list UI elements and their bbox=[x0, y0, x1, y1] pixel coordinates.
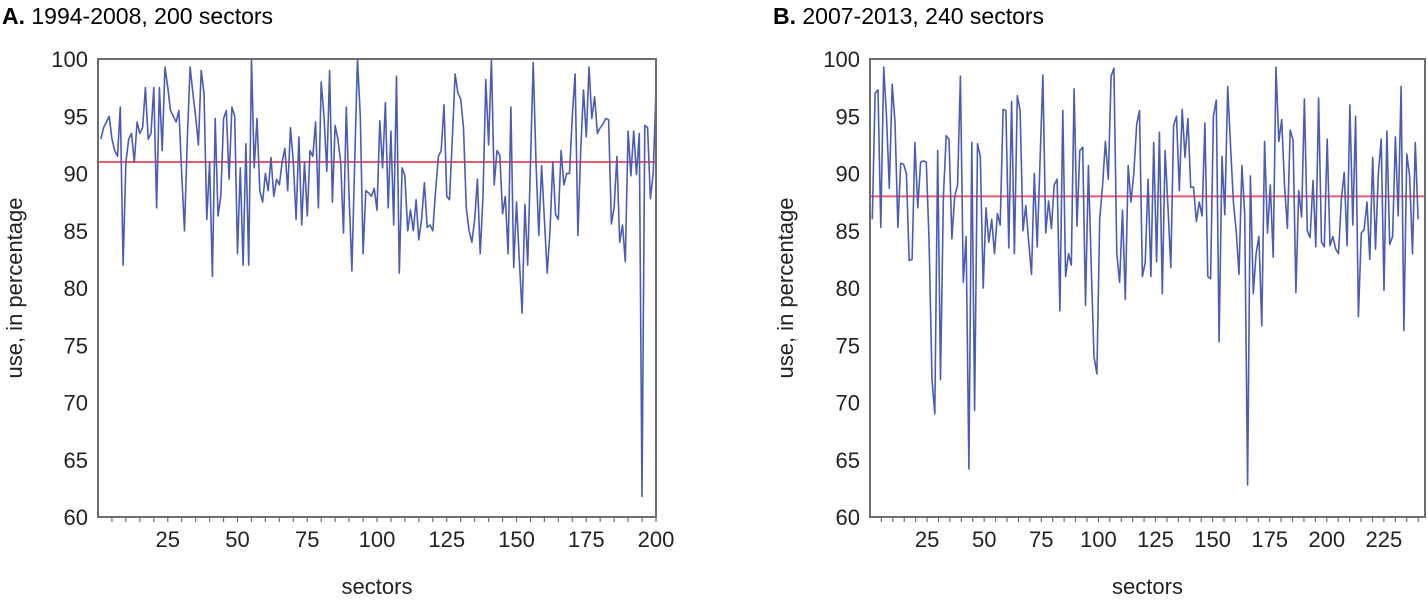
chart-title: A. 1994-2008, 200 sectors bbox=[2, 3, 273, 29]
title-text: 2007-2013, 240 sectors bbox=[796, 3, 1044, 29]
y-tick-label: 60 bbox=[836, 505, 860, 530]
x-axis-label: sectors bbox=[1112, 574, 1183, 599]
panel-label: B. bbox=[773, 3, 796, 29]
x-tick-label: 125 bbox=[1137, 527, 1174, 552]
title-text: 1994-2008, 200 sectors bbox=[25, 3, 273, 29]
x-tick-label: 25 bbox=[156, 527, 180, 552]
y-tick-label: 70 bbox=[836, 391, 860, 416]
x-tick-label: 100 bbox=[359, 527, 396, 552]
y-axis-label: use, in percentage bbox=[2, 197, 27, 378]
plot-frame bbox=[869, 58, 1426, 518]
y-tick-label: 95 bbox=[836, 104, 860, 129]
x-axis-label: sectors bbox=[342, 574, 413, 599]
y-tick-label: 70 bbox=[64, 391, 88, 416]
panel-label: A. bbox=[2, 3, 25, 29]
x-tick-label: 200 bbox=[638, 527, 675, 552]
x-tick-label: 175 bbox=[1251, 527, 1288, 552]
y-tick-label: 100 bbox=[823, 47, 860, 72]
chart-panel-a: A. 1994-2008, 200 sectors 25 50 75 100 125 150… bbox=[2, 3, 674, 599]
chart-panel-b: B. 2007-2013, 240 sectors 25 50 75 100 125 150… bbox=[773, 3, 1426, 599]
y-tick-label: 85 bbox=[836, 219, 860, 244]
x-tick-label: 50 bbox=[225, 527, 249, 552]
x-tick-label: 225 bbox=[1366, 527, 1403, 552]
x-tick-label: 200 bbox=[1308, 527, 1345, 552]
series-line bbox=[100, 58, 657, 498]
x-tick-label: 175 bbox=[568, 527, 605, 552]
y-tick-label: 90 bbox=[64, 162, 88, 187]
x-tick-label: 150 bbox=[1194, 527, 1231, 552]
y-tick-label: 65 bbox=[836, 448, 860, 473]
chart-title: B. 2007-2013, 240 sectors bbox=[773, 3, 1044, 29]
y-tick-label: 75 bbox=[64, 333, 88, 358]
series-line bbox=[871, 66, 1419, 486]
y-axis-label: use, in percentage bbox=[773, 197, 798, 378]
x-tick-label: 150 bbox=[498, 527, 535, 552]
x-tick-label: 125 bbox=[428, 527, 465, 552]
x-tick-label: 100 bbox=[1080, 527, 1117, 552]
x-tick-label: 75 bbox=[295, 527, 319, 552]
x-tick-label: 50 bbox=[972, 527, 996, 552]
y-tick-label: 75 bbox=[836, 333, 860, 358]
y-tick-label: 90 bbox=[836, 162, 860, 187]
y-tick-label: 80 bbox=[836, 276, 860, 301]
y-tick-label: 100 bbox=[51, 47, 88, 72]
x-tick-label: 75 bbox=[1029, 527, 1053, 552]
x-tick-label: 25 bbox=[915, 527, 939, 552]
y-tick-label: 80 bbox=[64, 276, 88, 301]
y-tick-label: 65 bbox=[64, 448, 88, 473]
y-tick-label: 85 bbox=[64, 219, 88, 244]
y-tick-label: 60 bbox=[64, 505, 88, 530]
y-tick-label: 95 bbox=[64, 104, 88, 129]
